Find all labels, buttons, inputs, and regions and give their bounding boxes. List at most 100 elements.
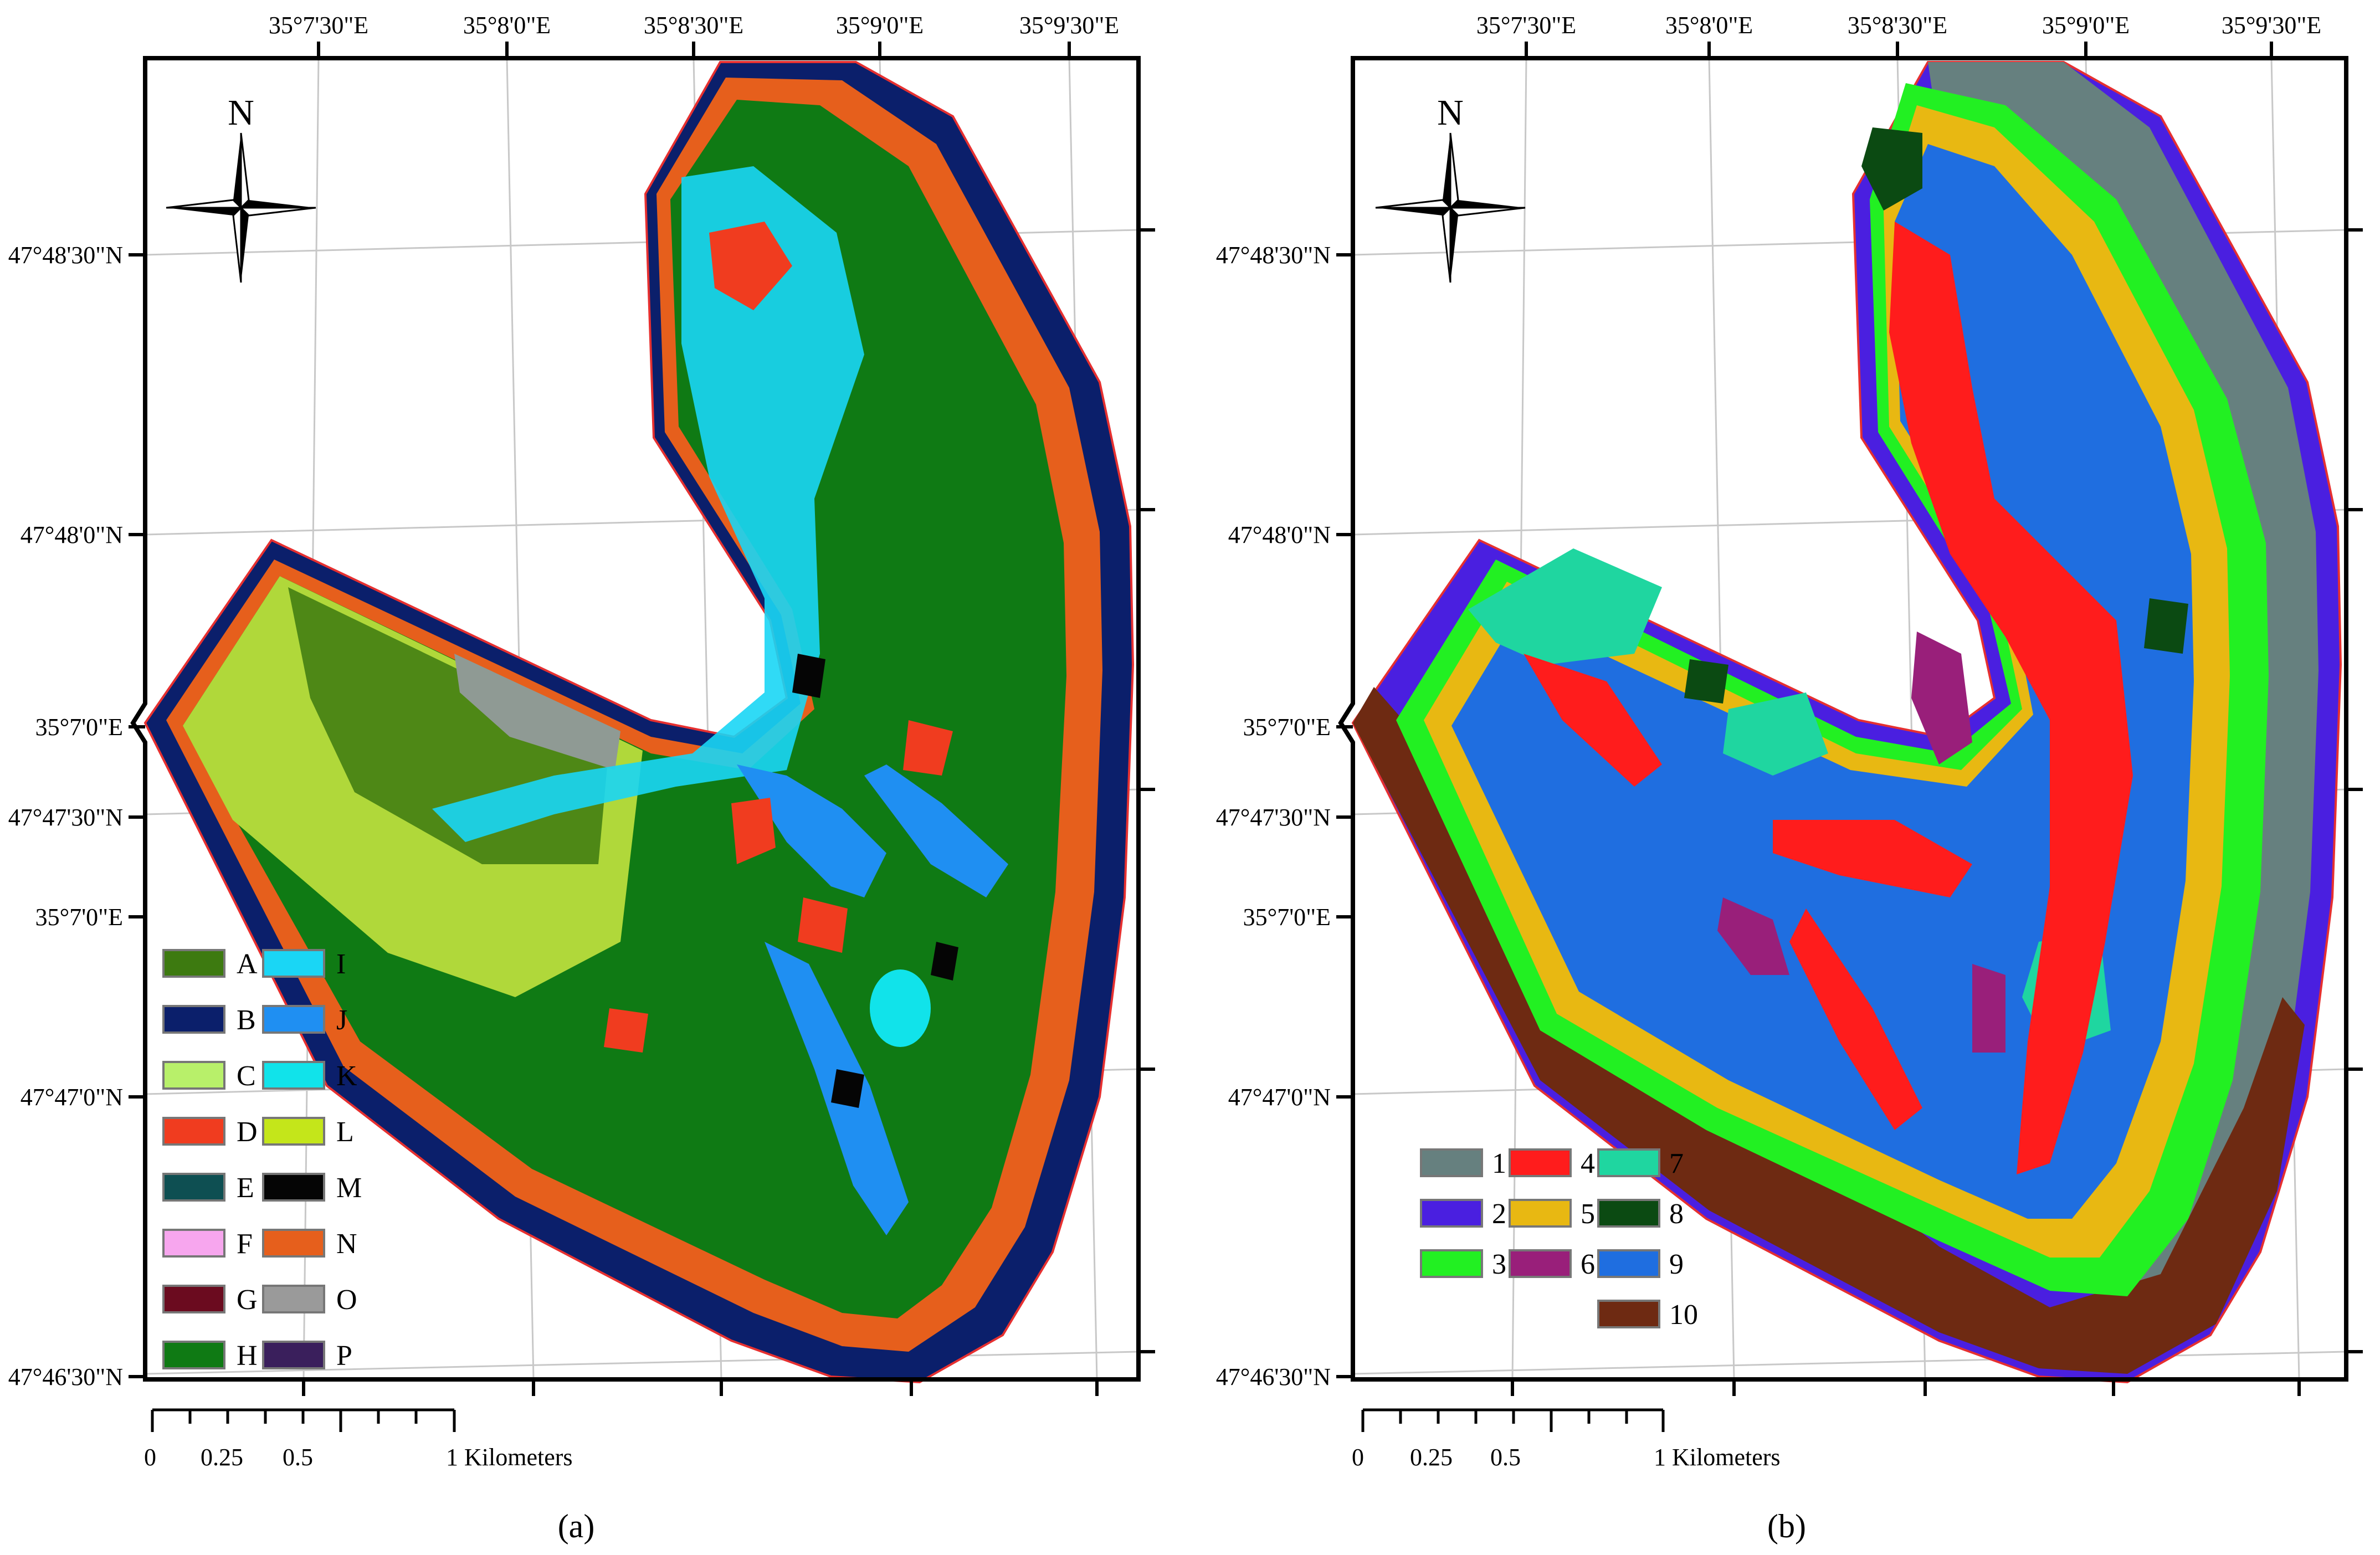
- north-label: N: [228, 93, 254, 133]
- legend-label: 9: [1669, 1249, 1684, 1280]
- legend-label: N: [336, 1228, 357, 1260]
- lon-label: 35°7'30"E: [1476, 12, 1576, 39]
- scale-label: 0.5: [1490, 1444, 1521, 1471]
- map-frame: [1338, 56, 2348, 1382]
- legend-label: E: [237, 1172, 254, 1204]
- legend-label: B: [237, 1004, 256, 1036]
- legend-label: 10: [1669, 1299, 1698, 1331]
- land-cover-map: [143, 61, 1135, 1384]
- lon-label: 35°7'0"E: [1243, 904, 1331, 931]
- legend-swatch: [262, 1173, 325, 1202]
- panel-b: 35°7'30"E 35°8'0"E 35°8'30"E 35°9'0"E 35…: [1216, 12, 2363, 1544]
- zone-6-purple: [1717, 632, 2005, 1053]
- legend-swatch: [1597, 1148, 1660, 1177]
- legend-label: H: [237, 1340, 258, 1372]
- legend-label: 4: [1581, 1148, 1595, 1179]
- channel-branch-1: [737, 764, 886, 897]
- legend-label: P: [336, 1340, 352, 1372]
- legend-label: F: [237, 1228, 253, 1260]
- lat-label: 47°47'30"N: [8, 804, 123, 831]
- lon-label: 35°8'30"E: [644, 12, 743, 39]
- legend-swatch: [262, 1341, 325, 1369]
- lon-label: 35°7'0"E: [1243, 714, 1331, 741]
- pond: [870, 969, 931, 1047]
- scale-label: 0: [144, 1444, 156, 1471]
- panel-a: 35°7'30"E 35°8'0"E 35°8'30"E 35°9'0"E 35…: [8, 12, 1155, 1544]
- legend-label: 7: [1669, 1148, 1684, 1179]
- lat-label: 47°48'30"N: [8, 242, 123, 269]
- scale-label: 0.25: [1410, 1444, 1453, 1471]
- lon-label: 35°8'30"E: [1848, 12, 1947, 39]
- legend-swatch: [162, 1229, 225, 1258]
- lat-label: 47°47'0"N: [20, 1084, 123, 1111]
- top-coordinate-labels: 35°7'30"E 35°8'0"E 35°8'30"E 35°9'0"E 35…: [1476, 12, 2321, 39]
- legend-swatch: [262, 1285, 325, 1313]
- scale-labels: 0 0.25 0.5 1 Kilometers: [144, 1444, 573, 1471]
- lat-label: 47°46'30"N: [1216, 1363, 1331, 1390]
- legend-label: 2: [1492, 1198, 1506, 1230]
- frame-ticks: [129, 42, 1155, 1396]
- legend-label: O: [336, 1284, 357, 1316]
- legend-swatch: [1597, 1300, 1660, 1328]
- lon-label: 35°7'0"E: [35, 904, 123, 931]
- panel-caption: (a): [558, 1508, 595, 1544]
- legend-label: C: [237, 1060, 256, 1092]
- lon-label: 35°9'30"E: [1019, 12, 1119, 39]
- scale-label: 1 Kilometers: [1654, 1444, 1781, 1471]
- legend-label: 3: [1492, 1249, 1506, 1280]
- legend-swatch: [262, 949, 325, 978]
- lon-label: 35°9'0"E: [836, 12, 924, 39]
- lat-label: 47°48'0"N: [1228, 521, 1331, 548]
- legend-swatch: [1509, 1199, 1572, 1228]
- panel-caption: (b): [1767, 1508, 1806, 1544]
- zone-4-red: [1524, 222, 2133, 1174]
- north-arrow: N: [1375, 93, 1526, 283]
- legend-swatch: [1597, 1199, 1660, 1228]
- lat-label: 47°46'30"N: [8, 1363, 123, 1390]
- grey-zone: [454, 654, 620, 770]
- legend-swatch: [162, 1285, 225, 1313]
- legend-label: D: [237, 1116, 258, 1148]
- legend-swatch: [162, 1341, 225, 1369]
- lon-label: 35°9'0"E: [2042, 12, 2130, 39]
- channel-branch-2: [864, 764, 1008, 897]
- lon-label: 35°8'0"E: [463, 12, 551, 39]
- legend-swatch: [262, 1005, 325, 1034]
- legend: A I B J C K D L E M F N G O H P: [162, 948, 362, 1372]
- legend-label: I: [336, 948, 346, 980]
- lat-label: 47°48'0"N: [20, 521, 123, 548]
- legend-label: 6: [1581, 1249, 1595, 1280]
- legend-label: 8: [1669, 1198, 1684, 1230]
- scale-bar: [151, 1408, 456, 1432]
- lon-label: 35°8'0"E: [1665, 12, 1753, 39]
- legend-swatch: [1420, 1148, 1483, 1177]
- legend-label: A: [237, 948, 258, 980]
- top-coordinate-labels: 35°7'30"E 35°8'0"E 35°8'30"E 35°9'0"E 35…: [269, 12, 1119, 39]
- scale-label: 0.25: [201, 1444, 243, 1471]
- lon-label: 35°7'30"E: [269, 12, 368, 39]
- scale-label: 0: [1352, 1444, 1364, 1471]
- lon-label: 35°9'30"E: [2222, 12, 2321, 39]
- legend-label: J: [336, 1004, 347, 1036]
- cluster-map: [1351, 61, 2342, 1384]
- legend-swatch: [162, 1061, 225, 1090]
- legend-label: K: [336, 1060, 357, 1092]
- legend-swatch: [262, 1061, 325, 1090]
- north-label: N: [1437, 93, 1464, 133]
- legend-label: M: [336, 1172, 362, 1204]
- map-frame: [130, 56, 1141, 1382]
- legend-swatch: [1597, 1249, 1660, 1278]
- legend-label: G: [237, 1284, 258, 1316]
- legend-swatch: [262, 1229, 325, 1258]
- scale-bar: [1361, 1408, 1665, 1432]
- left-coordinate-labels: 47°48'30"N 47°48'0"N 35°7'0"E 47°47'30"N…: [1216, 242, 1331, 1390]
- channel-network: [432, 166, 864, 842]
- left-coordinate-labels: 47°48'30"N 47°48'0"N 35°7'0"E 47°47'30"N…: [8, 242, 123, 1390]
- legend-swatch: [162, 1117, 225, 1146]
- frame-ticks: [1336, 42, 2363, 1396]
- legend-swatch: [262, 1117, 325, 1146]
- legend-label: 5: [1581, 1198, 1595, 1230]
- north-arrow: N: [166, 93, 316, 283]
- legend-swatch: [162, 1005, 225, 1034]
